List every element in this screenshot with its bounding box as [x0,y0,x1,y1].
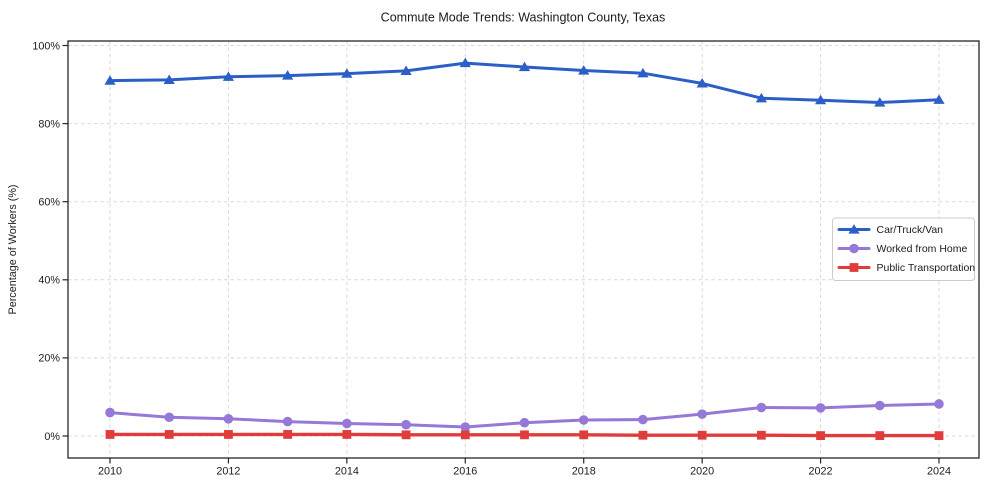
data-point-marker [401,430,411,440]
data-point-marker [460,422,471,432]
y-axis-label: Percentage of Workers (%) [7,184,19,314]
data-point-marker [520,430,529,440]
legend-box [832,217,975,281]
data-point-marker [342,430,352,439]
data-point-marker [223,414,234,424]
data-point-marker [105,407,115,418]
legend-entry-label: Car/Truck/Van [877,224,944,236]
data-point-marker [104,75,116,85]
y-tick-label: 40% [38,275,60,287]
data-series [104,57,945,441]
legend: Car/Truck/Van Worked from Home Public Tran… [832,217,976,281]
data-point-marker [934,399,944,409]
data-point-marker [697,430,707,440]
data-point-marker [282,70,294,80]
data-point-marker [164,412,175,423]
data-point-marker [459,57,471,68]
data-point-marker [756,430,766,440]
data-point-marker [697,409,707,419]
data-point-marker [460,430,470,440]
data-point-marker [756,402,767,413]
data-point-marker [224,430,233,439]
data-point-marker [637,67,649,78]
data-point-marker [401,419,411,430]
legend-marker-triangle [848,224,860,234]
legend-entry-label: Public Transportation [877,262,976,274]
data-point-marker [341,68,353,78]
data-point-marker [816,431,825,441]
plot-border [67,40,980,459]
data-point-marker [105,430,115,439]
data-point-marker [164,430,174,439]
data-point-marker [578,65,590,75]
data-point-marker [934,431,944,441]
data-point-marker [578,415,589,425]
data-point-marker [342,418,352,429]
y-tick-label: 80% [38,118,60,130]
data-point-marker [222,71,235,81]
data-point-marker [400,65,412,75]
data-point-marker [283,430,293,439]
data-point-marker [874,400,885,411]
data-point-marker [518,61,531,72]
x-tick-label: 2024 [927,466,951,478]
y-tick-label: 100% [32,40,60,52]
data-point-marker [696,77,708,88]
x-tick-label: 2012 [216,466,240,478]
axis-tick-labels: 2010 2012 2014 2016 2018 2020 2022 2024 0% 20% 40%… [32,40,951,477]
data-point-marker [933,94,945,104]
series-square [105,430,944,441]
x-tick-label: 2016 [453,466,477,478]
data-point-marker [875,431,885,441]
data-point-marker [814,94,827,105]
legend-marker-square [849,263,859,272]
x-tick-label: 2010 [98,466,122,478]
data-point-marker [755,92,767,103]
data-point-marker [874,97,886,107]
data-point-marker [163,74,175,84]
data-point-marker [282,416,293,427]
axis-ticks [62,44,940,464]
x-tick-label: 2022 [809,466,833,478]
legend-entry-label: Worked from Home [877,243,968,255]
data-point-marker [519,417,530,428]
y-tick-label: 60% [38,197,60,209]
data-point-marker [638,430,648,440]
y-tick-label: 20% [38,353,60,365]
x-tick-label: 2020 [690,466,714,478]
x-tick-label: 2018 [572,466,596,478]
chart-title: Commute Mode Trends: Washington County, … [381,11,666,25]
series-circle [105,399,944,432]
data-point-marker [579,430,589,440]
series-triangle [104,57,945,107]
x-tick-label: 2014 [335,466,359,478]
y-tick-label: 0% [44,431,60,443]
legend-marker-circle [849,243,859,254]
data-point-marker [815,403,826,413]
data-point-marker [638,414,648,425]
